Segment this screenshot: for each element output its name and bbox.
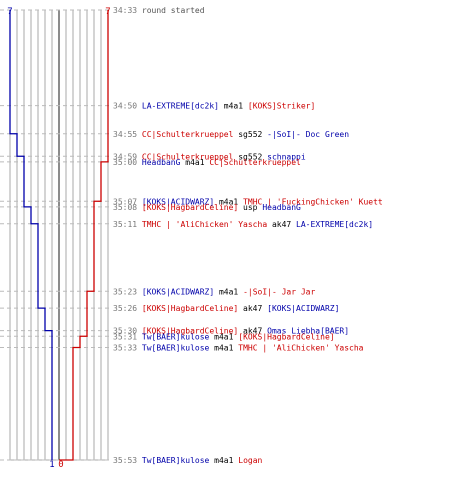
event-text-part: HeadbanG — [142, 158, 181, 167]
event-text-part: m4a1 — [214, 197, 243, 206]
event-time-label: 34:50 LA-EXTREME[dc2k] m4a1 [KOKS]Strike… — [113, 102, 315, 111]
event-text-part: [KOKS|HagbardCeline] — [142, 304, 238, 313]
event-text-part: CC|Schulterkrueppel — [209, 158, 301, 167]
blue-team-end-score: 1 — [49, 460, 54, 470]
event-time-label: 35:53 Tw[BAER]kulose m4a1 Logan — [113, 456, 263, 465]
event-text-part: Tw[BAER]kulose — [142, 344, 210, 353]
event-text-part: CC|Schulterkrueppel — [142, 130, 234, 139]
event-text-part: [KOKS|ACIDWARZ] — [142, 287, 214, 296]
event-text-part: m4a1 — [209, 344, 238, 353]
event-text-part: usp — [238, 203, 262, 212]
event-time-label: 35:31 Tw[BAER]kulose m4a1 [KOKS|HagbardC… — [113, 332, 335, 341]
team-series — [9, 10, 109, 461]
blue-team-alive-line — [9, 10, 53, 460]
red-team-start-score: 7 — [105, 7, 110, 17]
event-text-part: TMHC | 'AliChicken' Yascha — [142, 220, 267, 229]
event-text-part: m4a1 — [214, 287, 243, 296]
event-text-part: CC|Schulterkrueppel — [142, 152, 234, 161]
event-text-part: LA-EXTREME[dc2k] — [296, 220, 373, 229]
event-text-part: ak47 — [238, 327, 267, 336]
event-time-label: 35:08 [KOKS|HagbardCeline] usp HeadbanG — [113, 203, 301, 212]
event-text-part: [KOKS]Striker] — [248, 102, 315, 111]
event-time-label: 35:07 [KOKS|ACIDWARZ] m4a1 TMHC | 'Fucki… — [113, 197, 383, 206]
event-time-label: 35:23 [KOKS|ACIDWARZ] m4a1 -|SoI|- Jar J… — [113, 287, 315, 296]
event-text-part: LA-EXTREME[dc2k] — [142, 102, 219, 111]
event-text-part: schnappi — [267, 152, 306, 161]
red-team-alive-line — [59, 10, 109, 461]
event-text-part: Omas Liebha[BAER] — [267, 327, 349, 336]
event-text-part: m4a1 — [219, 102, 248, 111]
event-text-part: m4a1 — [180, 158, 209, 167]
event-time-label: 35:30 [KOKS|HagbardCeline] ak47 Omas Lie… — [113, 327, 349, 336]
event-text-part: [KOKS|HagbardCeline] — [142, 327, 238, 336]
event-time-label: 35:00 HeadbanG m4a1 CC|Schulterkrueppel — [113, 158, 301, 167]
event-text-part: TMHC | 'FuckingChicken' Kuett — [243, 197, 383, 206]
event-time-label: 34:59 CC|Schulterkrueppel sg552 schnappi — [113, 152, 306, 161]
event-labels: 34:33 round started 34:50 LA-EXTREME[dc2k… — [113, 6, 383, 465]
event-time-label: 35:11 TMHC | 'AliChicken' Yascha ak47 LA… — [113, 220, 373, 229]
event-text-part: HeadbanG — [262, 203, 301, 212]
event-text-part: -|SoI|- Jar Jar — [243, 287, 315, 296]
event-text-part: round started — [142, 6, 205, 15]
event-text-part: ak47 — [238, 304, 267, 313]
event-text-part: [KOKS|HagbardCeline] — [238, 332, 334, 341]
event-time-label: 34:33 round started — [113, 6, 205, 15]
event-text-part: [KOKS|ACIDWARZ] — [267, 304, 339, 313]
grid-lines — [9, 10, 109, 461]
event-time-label: 35:33 Tw[BAER]kulose m4a1 TMHC | 'AliChi… — [113, 344, 364, 353]
red-team-end-score: 0 — [58, 460, 63, 470]
event-text-part: Logan — [238, 456, 262, 465]
event-time-label: 35:26 [KOKS|HagbardCeline] ak47 [KOKS|AC… — [113, 304, 339, 313]
event-text-part: Tw[BAER]kulose — [142, 332, 210, 341]
event-text-part: Tw[BAER]kulose — [142, 456, 210, 465]
event-text-part: [KOKS|HagbardCeline] — [142, 203, 238, 212]
blue-team-start-score: 7 — [7, 7, 12, 17]
event-text-part: TMHC | 'AliChicken' Yascha — [238, 344, 363, 353]
event-text-part: [KOKS|ACIDWARZ] — [142, 197, 214, 206]
event-text-part: sg552 — [233, 152, 267, 161]
event-text-part: ak47 — [267, 220, 296, 229]
event-text-part: m4a1 — [209, 332, 238, 341]
event-time-label: 34:55 CC|Schulterkrueppel sg552 -|SoI|- … — [113, 130, 349, 139]
event-text-part: m4a1 — [209, 456, 238, 465]
event-text-part: -|SoI|- Doc Green — [267, 130, 349, 139]
event-text-part: sg552 — [233, 130, 267, 139]
